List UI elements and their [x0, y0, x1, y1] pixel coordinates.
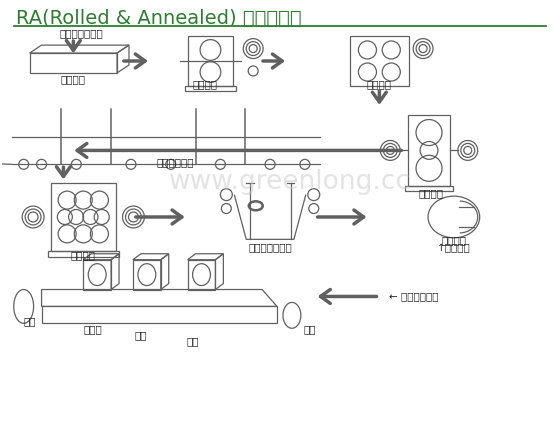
Text: 粗化: 粗化	[134, 330, 147, 340]
Text: （中軌）: （中軌）	[418, 188, 444, 198]
Text: 成品: 成品	[304, 324, 316, 334]
Text: ↑原箔工程: ↑原箔工程	[437, 243, 471, 253]
Bar	[349, 36, 409, 86]
Text: （脫脂、洗淨）: （脫脂、洗淨）	[248, 242, 292, 252]
Text: （退火酸洗）: （退火酸洗）	[157, 157, 194, 167]
Text: （鈲胚）: （鈲胚）	[61, 74, 86, 84]
Text: 防銃: 防銃	[186, 336, 199, 346]
Text: ← 表面處理工程: ← 表面處理工程	[389, 292, 439, 301]
Bar	[51, 183, 115, 251]
Text: www.greenlong.cc: www.greenlong.cc	[169, 169, 411, 195]
Text: （溶層、鈲造）: （溶層、鈲造）	[59, 28, 103, 38]
Bar	[48, 251, 119, 257]
Text: （精軌）: （精軌）	[71, 250, 96, 260]
Bar	[408, 115, 450, 186]
Bar	[185, 86, 236, 91]
Bar	[188, 36, 234, 86]
Text: 前處理: 前處理	[84, 324, 102, 334]
Text: 原箔: 原箔	[24, 316, 36, 326]
Text: RA(Rolled & Annealed) 銅生產流程: RA(Rolled & Annealed) 銅生產流程	[16, 9, 301, 28]
Text: （原箔）: （原箔）	[441, 235, 466, 245]
Text: （熱軌）: （熱軌）	[193, 79, 218, 89]
Bar	[405, 186, 453, 191]
Text: （面削）: （面削）	[367, 79, 392, 89]
